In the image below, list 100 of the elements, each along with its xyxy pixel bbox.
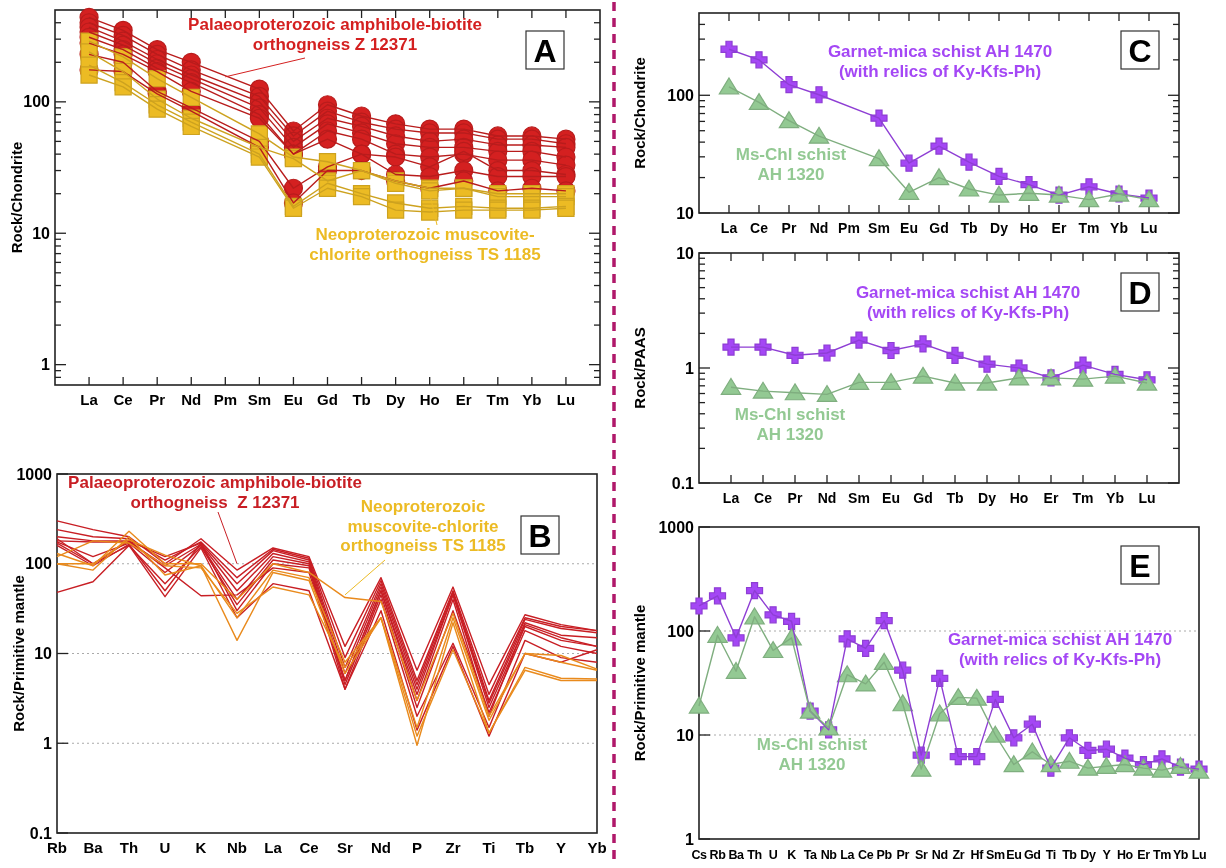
annotation: Palaeoproterozoic amphibole-biotite orthogneiss Z 12371 xyxy=(188,15,482,54)
x-tick-label: Pr xyxy=(787,490,803,506)
x-tick-label: Tb xyxy=(960,220,978,236)
x-tick-label: Ba xyxy=(83,839,104,856)
x-tick-label: Ba xyxy=(728,848,746,862)
y-tick-label: 10 xyxy=(34,645,53,663)
y-axis-title: Rock/Chondrite xyxy=(631,57,648,169)
x-tick-label: Yb xyxy=(587,839,607,856)
x-tick-label: Y xyxy=(1102,848,1112,862)
x-tick-label: Lu xyxy=(556,391,576,408)
y-tick-label: 10 xyxy=(32,224,51,242)
x-tick-label: Tb xyxy=(946,490,964,506)
x-tick-label: Tb xyxy=(515,839,535,856)
x-tick-label: Lu xyxy=(1191,848,1207,862)
y-tick-label: 10 xyxy=(676,244,695,262)
x-tick-label: La xyxy=(840,848,856,862)
x-tick-label: La xyxy=(720,220,738,236)
x-tick-label: Pr xyxy=(781,220,797,236)
y-tick-label: 1000 xyxy=(16,465,53,483)
x-tick-label: Ta xyxy=(803,848,818,862)
x-tick-label: Pm xyxy=(213,391,237,408)
x-tick-label: Ce xyxy=(750,220,769,236)
y-tick-label: 100 xyxy=(667,622,695,640)
x-tick-label: Dy xyxy=(1080,848,1096,862)
y-axis-title: Rock/Chondrite xyxy=(8,141,25,254)
x-tick-label: Dy xyxy=(978,490,997,506)
x-tick-label: Nd xyxy=(181,391,202,408)
x-tick-label: La xyxy=(80,391,99,408)
x-tick-label: Tm xyxy=(1072,490,1094,506)
x-tick-label: Nb xyxy=(227,839,247,856)
x-tick-label: Ho xyxy=(1019,220,1039,236)
annotation: Ms-Chl schist AH 1320 xyxy=(734,405,846,444)
x-tick-label: Pb xyxy=(876,848,893,862)
annotation: Ms-Chl schist AH 1320 xyxy=(756,735,868,774)
x-tick-label: Sm xyxy=(985,848,1005,862)
x-tick-label: Sm xyxy=(868,220,890,236)
x-tick-label: Ce xyxy=(754,490,773,506)
x-tick-label: Er xyxy=(455,391,472,408)
x-tick-label: Lu xyxy=(1138,490,1156,506)
x-tick-label: Er xyxy=(1051,220,1067,236)
y-tick-label: 10 xyxy=(676,726,695,744)
x-tick-label: Th xyxy=(119,839,139,856)
y-tick-label: 1 xyxy=(43,734,53,752)
x-tick-label: Y xyxy=(555,839,567,856)
x-tick-label: Pr xyxy=(896,848,910,862)
x-tick-label: P xyxy=(411,839,423,856)
annotation: Garnet-mica schist AH 1470 (with relics of Ky-Kfs-Ph) xyxy=(947,630,1173,669)
x-tick-label: K xyxy=(787,848,797,862)
x-tick-label: Tm xyxy=(1152,848,1172,862)
x-tick-label: Nd xyxy=(817,490,837,506)
x-tick-label: Dy xyxy=(386,391,406,408)
text: A xyxy=(533,32,557,69)
x-tick-label: Sm xyxy=(247,391,272,408)
x-tick-label: Pr xyxy=(149,391,166,408)
x-tick-label: Th xyxy=(747,848,762,862)
x-tick-label: U xyxy=(768,848,778,862)
text: C xyxy=(1128,32,1152,69)
x-tick-label: Zr xyxy=(445,839,461,856)
x-tick-label: Gd xyxy=(929,220,949,236)
y-axis-title: Rock/Primitive mantle xyxy=(10,575,27,732)
x-tick-label: Ho xyxy=(1116,848,1134,862)
x-tick-label: Ho xyxy=(1009,490,1029,506)
y-tick-label: 1000 xyxy=(658,518,695,536)
x-tick-label: Nd xyxy=(809,220,829,236)
x-tick-label: Tm xyxy=(486,391,510,408)
x-tick-label: Nd xyxy=(931,848,948,862)
y-tick-label: 0.1 xyxy=(671,474,695,492)
x-tick-label: K xyxy=(195,839,207,856)
y-axis-title: Rock/PAAS xyxy=(631,327,648,409)
x-tick-label: Ho xyxy=(419,391,440,408)
x-tick-label: Tb xyxy=(1062,848,1078,862)
x-tick-label: Gd xyxy=(913,490,933,506)
x-tick-label: Eu xyxy=(900,220,918,236)
x-tick-label: Ti xyxy=(482,839,496,856)
x-tick-label: Sr xyxy=(337,839,354,856)
x-tick-label: Eu xyxy=(283,391,304,408)
x-tick-label: Ce xyxy=(858,848,874,862)
x-tick-label: La xyxy=(722,490,740,506)
x-tick-label: Rb xyxy=(47,839,67,856)
x-tick-label: Dy xyxy=(990,220,1009,236)
x-tick-label: Tb xyxy=(352,391,371,408)
x-tick-label: Zr xyxy=(952,848,965,862)
x-tick-label: Yb xyxy=(522,391,542,408)
x-tick-label: Lu xyxy=(1140,220,1158,236)
x-tick-label: Sm xyxy=(848,490,870,506)
y-tick-label: 100 xyxy=(25,555,53,573)
text: B xyxy=(528,517,552,554)
y-tick-label: 1 xyxy=(685,359,695,377)
x-tick-label: Tm xyxy=(1078,220,1100,236)
y-tick-label: 1 xyxy=(685,830,695,848)
x-tick-label: Yb xyxy=(1110,220,1128,236)
x-tick-label: U xyxy=(159,839,171,856)
x-tick-label: Ti xyxy=(1045,848,1056,862)
annotation: Neoproterozoic muscovite- chlorite orthogneiss TS 1185 xyxy=(309,225,541,264)
x-tick-label: Nb xyxy=(820,848,838,862)
x-tick-label: Gd xyxy=(1024,848,1041,862)
text: D xyxy=(1128,274,1152,311)
x-tick-label: Ce xyxy=(299,839,319,856)
x-tick-label: Cs xyxy=(691,848,708,862)
y-tick-label: 1 xyxy=(41,356,51,374)
